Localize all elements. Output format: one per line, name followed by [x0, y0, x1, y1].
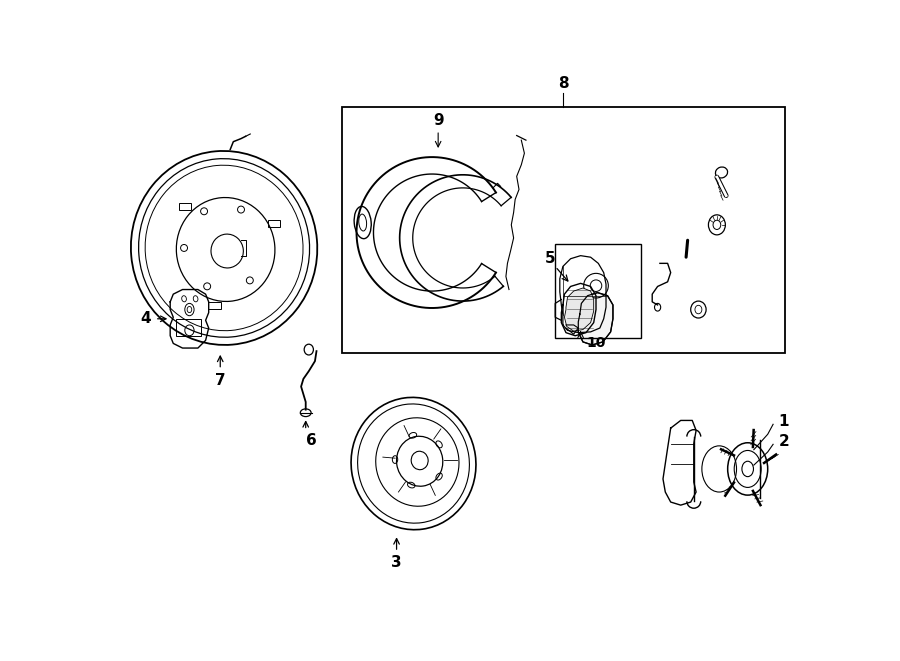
Text: 5: 5 [544, 251, 555, 266]
Text: 10: 10 [586, 336, 606, 350]
Bar [176, 319, 201, 336]
Text: 9: 9 [433, 112, 444, 128]
Text: 4: 4 [140, 311, 151, 327]
Bar [342, 107, 785, 354]
Polygon shape [579, 293, 613, 345]
Text: 8: 8 [558, 77, 569, 91]
Text: 2: 2 [778, 434, 789, 449]
Text: 6: 6 [306, 433, 317, 448]
Bar [555, 244, 642, 338]
Text: 3: 3 [392, 555, 402, 570]
Text: 7: 7 [215, 373, 226, 388]
Polygon shape [564, 288, 594, 331]
Text: 1: 1 [778, 414, 789, 429]
